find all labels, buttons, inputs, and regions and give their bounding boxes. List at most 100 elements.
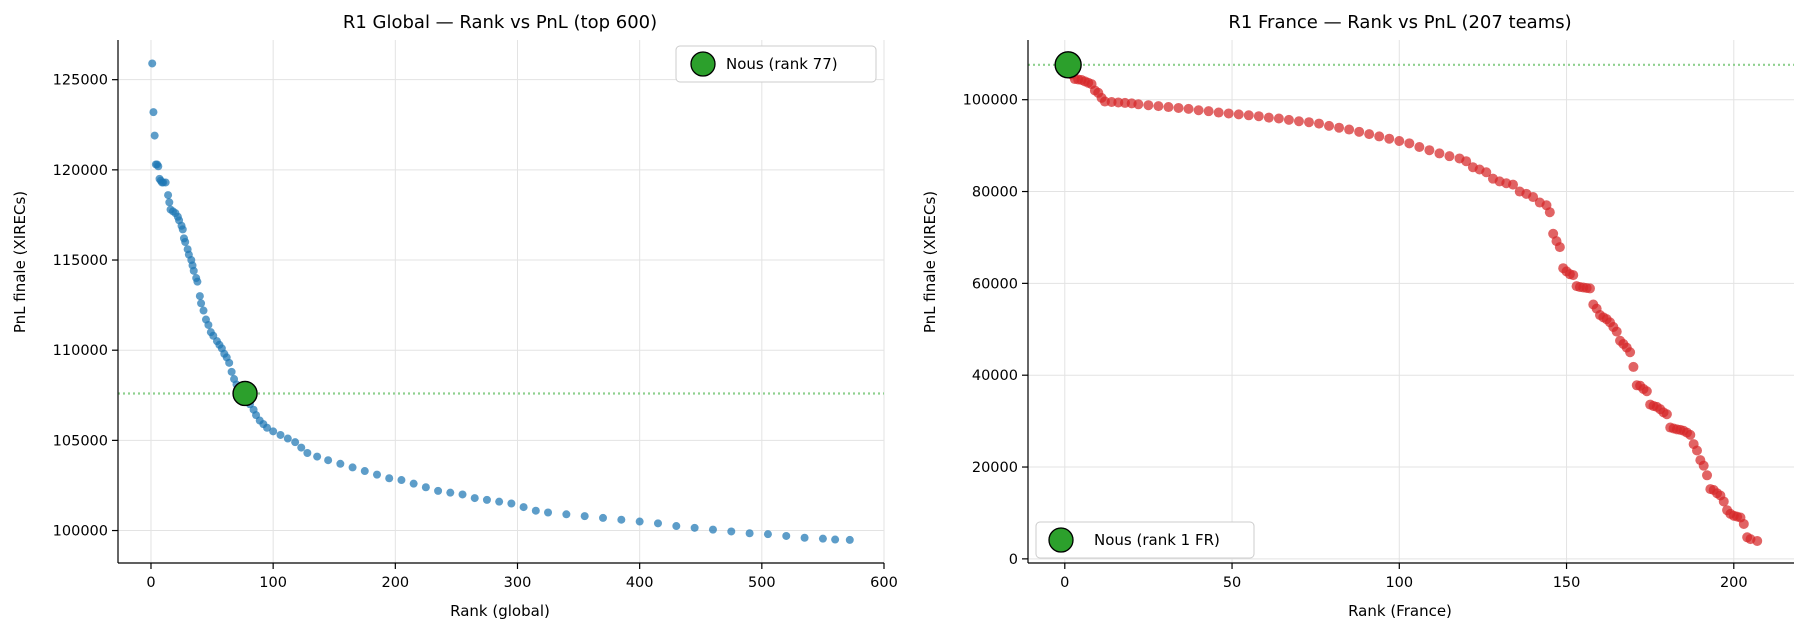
global-data-point — [845, 535, 854, 544]
global-grid — [118, 40, 885, 563]
global-data-point — [763, 530, 772, 539]
global-data-point — [161, 178, 170, 187]
global-legend-box — [675, 45, 877, 83]
global-data-point — [653, 519, 662, 528]
global-data-point — [269, 427, 278, 436]
france-x-tick-label: 150 — [1553, 575, 1581, 591]
global-data-point — [385, 474, 394, 483]
france-chart-title: R1 France — Rank vs PnL (207 teams) — [1228, 12, 1571, 33]
global-y-tick-label: 115000 — [53, 253, 108, 269]
france-data-point — [1424, 145, 1435, 156]
france-data-point — [1344, 124, 1355, 135]
france-legend: Nous (rank 1 FR) — [1035, 521, 1255, 559]
global-data-point — [164, 191, 173, 200]
france-y-tick-label: 20000 — [972, 460, 1018, 476]
france-data-point — [1568, 270, 1579, 281]
france-legend-label: Nous (rank 1 FR) — [1094, 531, 1220, 549]
global-data-point — [782, 531, 791, 540]
global-data-point — [204, 320, 213, 329]
global-data-point — [149, 108, 158, 117]
france-data-point — [1183, 103, 1194, 114]
france-data-point — [1173, 102, 1184, 113]
france-data-point — [1364, 129, 1375, 140]
france-data-point — [1414, 141, 1425, 152]
france-legend-marker — [1048, 527, 1074, 553]
france-data-point — [1685, 429, 1696, 440]
global-data-point — [360, 467, 369, 476]
global-x-tick-label: 200 — [381, 575, 409, 591]
global-y-tick-label: 100000 — [53, 524, 108, 540]
france-data-point — [1334, 122, 1345, 133]
france-data-point — [1718, 496, 1729, 507]
france-x-tick-label: 0 — [1060, 575, 1069, 591]
france-data-point — [1243, 110, 1254, 121]
global-data-point — [421, 483, 430, 492]
global-data-point — [193, 277, 202, 286]
global-ticks: 0 100 200 300 400 500 600 100000 105000 110000 115… — [53, 73, 898, 591]
global-legend-marker — [690, 51, 716, 77]
france-data-point — [1374, 131, 1385, 142]
global-data-point — [727, 527, 736, 536]
france-data-point — [1233, 109, 1244, 120]
france-data-point — [1661, 409, 1672, 420]
global-data-point — [562, 510, 571, 519]
france-y-tick-label: 40000 — [972, 368, 1018, 384]
global-data-point — [672, 522, 681, 531]
global-data-point — [154, 162, 163, 171]
france-data-point — [1641, 386, 1652, 397]
global-data-point — [818, 534, 827, 543]
france-data-point — [1461, 156, 1472, 167]
global-data-point — [178, 225, 187, 234]
france-y-tick-label: 0 — [1009, 552, 1018, 568]
france-data-point — [1584, 283, 1595, 294]
global-legend: Nous (rank 77) — [675, 45, 877, 83]
global-data-point — [617, 515, 626, 524]
global-data-point — [831, 535, 840, 544]
france-chart: 0 50 100 150 200020000400006000080000100000 … — [921, 12, 1794, 620]
france-data-point — [1702, 470, 1713, 481]
france-data-point — [1133, 99, 1144, 110]
france-data-point — [1384, 133, 1395, 144]
global-data-point — [495, 497, 504, 506]
france-data-point — [1314, 118, 1325, 129]
global-data-point — [635, 517, 644, 526]
france-data-point — [1253, 111, 1264, 122]
global-data-point — [409, 479, 418, 488]
global-highlight-marker — [232, 380, 258, 407]
global-x-tick-label: 400 — [626, 575, 654, 591]
global-data-point — [348, 463, 357, 472]
global-x-tick-label: 600 — [870, 575, 898, 591]
france-data-point — [1434, 148, 1445, 159]
france-data-point — [1444, 151, 1455, 162]
global-data-point — [195, 292, 204, 301]
global-x-axis-label: Rank (global) — [450, 602, 550, 620]
france-data-point — [1628, 361, 1639, 372]
global-x-tick-label: 0 — [146, 575, 155, 591]
france-data-point — [1611, 326, 1622, 337]
france-x-axis-label: Rank (France) — [1348, 602, 1452, 620]
france-data-point — [1554, 242, 1565, 253]
global-x-tick-label: 300 — [504, 575, 532, 591]
global-data-point — [544, 508, 553, 517]
global-data-point — [482, 495, 491, 504]
france-data-point — [1203, 106, 1214, 117]
global-x-tick-label: 100 — [259, 575, 287, 591]
france-data-point — [1508, 179, 1519, 190]
france-data-point — [1625, 347, 1636, 358]
global-legend-label: Nous (rank 77) — [726, 55, 838, 73]
france-data-point — [1223, 108, 1234, 119]
france-y-tick-label: 60000 — [972, 276, 1018, 292]
france-y-axis-label: PnL finale (XIRECs) — [921, 191, 939, 333]
global-data-point — [283, 434, 292, 443]
france-data-point — [1354, 126, 1365, 137]
france-data-point — [1163, 102, 1174, 113]
global-y-tick-label: 105000 — [53, 433, 108, 449]
france-data-point — [1193, 105, 1204, 116]
global-data-point — [199, 306, 208, 315]
global-data-point — [470, 494, 479, 503]
global-data-point — [446, 488, 455, 497]
global-data-point — [745, 529, 754, 538]
france-data-point — [1293, 116, 1304, 127]
france-data-point — [1752, 535, 1763, 546]
france-data-point — [1481, 167, 1492, 178]
